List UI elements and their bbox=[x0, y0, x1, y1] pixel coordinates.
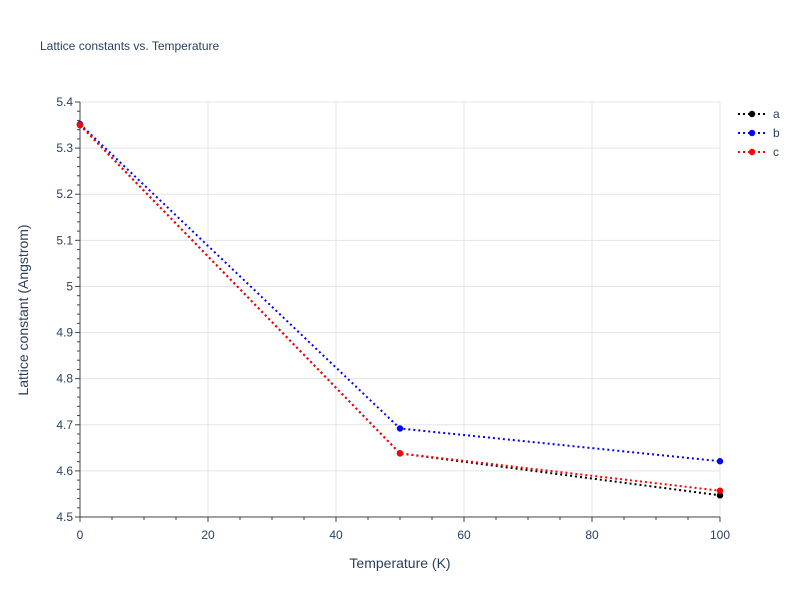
y-tick-label: 4.9 bbox=[56, 326, 73, 340]
y-tick-label: 5.1 bbox=[56, 233, 73, 247]
x-axis-title: Temperature (K) bbox=[349, 555, 450, 571]
data-point-a bbox=[716, 492, 724, 499]
data-point-c bbox=[396, 450, 404, 457]
series-line-b bbox=[79, 123, 721, 463]
legend-label: c bbox=[773, 145, 779, 159]
chart-title: Lattice constants vs. Temperature bbox=[40, 39, 220, 53]
x-tick-label: 40 bbox=[329, 528, 343, 542]
y-axis-title: Lattice constant (Angstrom) bbox=[15, 224, 31, 395]
legend-item-a: a bbox=[738, 107, 780, 121]
axes: 4.5 4.6 4.7 4.8 4.9 5 5.1 5.2 5.3 5.4 0 20 40 60 80 100 bbox=[56, 95, 730, 542]
data-point-c bbox=[76, 121, 84, 129]
series-layer bbox=[76, 120, 724, 499]
y-tick-label: 5.3 bbox=[56, 141, 73, 155]
x-tick-label: 100 bbox=[710, 528, 730, 542]
y-tick-label: 4.7 bbox=[56, 418, 73, 432]
data-point-b bbox=[396, 425, 404, 432]
legend-label: a bbox=[773, 107, 780, 121]
y-tick-label: 4.8 bbox=[56, 372, 73, 386]
legend-item-b: b bbox=[738, 126, 780, 140]
y-tick-label: 4.6 bbox=[56, 464, 73, 478]
y-tick-label: 5 bbox=[66, 279, 73, 293]
x-tick-label: 0 bbox=[77, 528, 84, 542]
x-tick-label: 20 bbox=[201, 528, 215, 542]
legend-swatch-marker bbox=[748, 110, 756, 118]
series-line-c bbox=[79, 124, 721, 492]
data-point-b bbox=[716, 458, 724, 465]
legend: abc bbox=[738, 107, 780, 159]
legend-item-c: c bbox=[738, 145, 779, 159]
legend-swatch-marker bbox=[748, 129, 756, 137]
legend-swatch-marker bbox=[748, 148, 756, 156]
y-tick-label: 5.2 bbox=[56, 187, 73, 201]
x-tick-label: 80 bbox=[585, 528, 599, 542]
y-tick-label: 4.5 bbox=[56, 510, 73, 524]
x-tick-label: 60 bbox=[457, 528, 471, 542]
legend-label: b bbox=[773, 126, 780, 140]
data-point-c bbox=[716, 487, 724, 494]
y-tick-label: 5.4 bbox=[56, 95, 73, 109]
series-line-a bbox=[79, 124, 721, 497]
